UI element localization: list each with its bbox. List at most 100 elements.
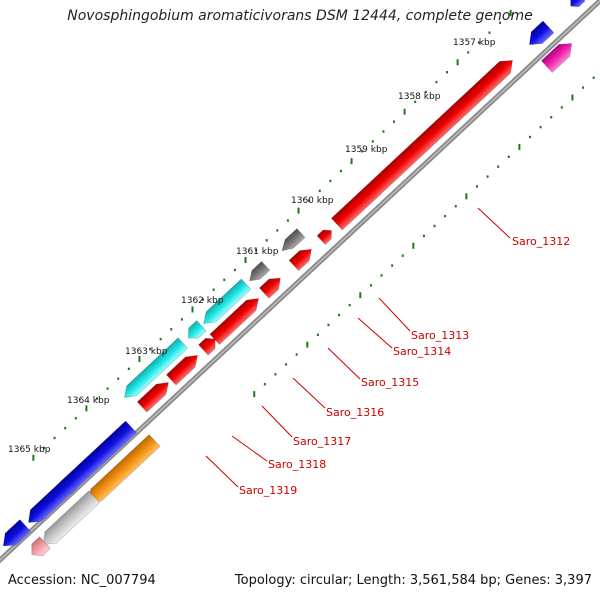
tick-dash	[359, 292, 362, 299]
outer-tick-track	[253, 76, 595, 398]
tick-dash	[85, 405, 88, 412]
gene-blue-edge-shape	[2, 519, 32, 547]
tick-label-1357: 1357 kbp	[453, 38, 496, 48]
tick-dot	[550, 116, 553, 119]
tick-dot	[380, 274, 383, 277]
tick-dot	[592, 76, 595, 79]
gene-label-saro_1318: Saro_1318	[268, 458, 326, 471]
connector-saro_1319	[205, 455, 239, 488]
connector-saro_1314	[357, 317, 393, 349]
tick-dot	[180, 318, 183, 321]
gene-label-saro_1319: Saro_1319	[239, 484, 297, 497]
gene-blue-corner	[570, 0, 586, 7]
tick-dot	[74, 417, 77, 420]
tick-label-1365: 1365 kbp	[8, 445, 51, 455]
topology-text: Topology: circular; Length: 3,561,584 bp…	[234, 573, 592, 588]
gene-red-d	[198, 337, 216, 356]
gene-red-e	[166, 354, 198, 386]
tick-dot	[424, 90, 427, 94]
tick-dot	[106, 387, 109, 390]
connector-saro_1317	[261, 405, 293, 438]
gene-label-saro_1312: Saro_1312	[512, 235, 570, 248]
tick-dot	[488, 31, 491, 34]
gene-cyan-b-shape	[187, 320, 207, 339]
tick-dot	[53, 436, 56, 440]
tick-label-1358: 1358 kbp	[398, 92, 441, 102]
tick-dot	[308, 199, 311, 202]
connector-saro_1318	[231, 435, 268, 462]
gene-saro-1314-shape	[281, 228, 306, 252]
tick-dot	[454, 205, 457, 208]
tick-dot	[339, 169, 342, 173]
tick-dash	[412, 242, 415, 249]
gene-blue-top-shape	[529, 20, 555, 45]
tick-dash	[571, 94, 574, 101]
tick-dot	[497, 165, 500, 168]
tick-dot	[414, 100, 417, 104]
tick-dot	[170, 328, 173, 331]
tick-dot	[286, 219, 289, 222]
tick-dot	[446, 70, 449, 74]
tick-dot	[117, 377, 120, 380]
tick-dot	[539, 125, 542, 129]
gene-features	[2, 0, 586, 557]
tick-dot	[560, 106, 563, 109]
tick-dash	[350, 158, 353, 165]
gene-gray-shape	[249, 261, 271, 282]
gene-red-f	[136, 382, 169, 413]
connector-saro_1315	[327, 347, 361, 380]
gene-cyan-a	[203, 278, 252, 325]
tick-dash	[191, 306, 194, 313]
tick-dot	[401, 254, 404, 257]
gene-red-b-shape	[259, 277, 281, 299]
tick-dot	[507, 155, 510, 158]
gene-red-a-shape	[288, 248, 312, 272]
tick-dot	[127, 367, 130, 371]
gene-blue-edge	[2, 519, 32, 547]
gene-red-c	[209, 298, 259, 345]
tick-marks	[32, 9, 595, 461]
tick-label-1360: 1360 kbp	[291, 196, 334, 206]
gene-cyan-b	[187, 320, 207, 339]
gene-red-e-shape	[166, 354, 198, 386]
genome-backbone	[0, 0, 600, 564]
tick-dot	[477, 41, 480, 44]
tick-dot	[255, 248, 258, 252]
tick-dot	[369, 284, 372, 287]
tick-dot	[42, 446, 45, 450]
tick-dot	[582, 86, 585, 89]
tick-dot	[486, 175, 489, 178]
accession-text: Accession: NC_007794	[8, 573, 156, 588]
gene-blue-top	[529, 20, 555, 45]
label-connectors	[205, 207, 511, 488]
tick-dot	[263, 383, 266, 386]
tick-dot	[529, 135, 532, 139]
tick-dash	[253, 391, 256, 398]
gene-label-saro_1313: Saro_1313	[411, 329, 469, 342]
labels: 1357 kbp 1358 kbp 1359 kbp 1360 kbp 1361 kbp…	[8, 38, 570, 497]
tick-dot	[149, 347, 152, 351]
gene-blue-low-shape	[28, 476, 77, 523]
gene-label-saro_1315: Saro_1315	[361, 376, 419, 389]
inner-tick-track	[32, 9, 512, 461]
tick-dot	[348, 303, 351, 307]
tick-dash	[509, 9, 512, 16]
tick-dot	[316, 333, 319, 336]
tick-dot	[371, 140, 374, 143]
tick-dot	[159, 337, 162, 341]
tick-dot	[212, 288, 215, 291]
tick-dot	[392, 120, 395, 123]
gene-saro-1312	[331, 60, 513, 231]
tick-dot	[274, 373, 277, 376]
tick-dot	[391, 264, 394, 267]
gene-pink-shape	[31, 536, 51, 557]
gene-label-saro_1317: Saro_1317	[293, 435, 351, 448]
tick-dash	[32, 454, 35, 461]
gene-gray	[249, 261, 271, 282]
tick-dot	[338, 313, 341, 317]
tick-label-1364: 1364 kbp	[67, 396, 110, 406]
connector-saro_1312	[477, 207, 511, 239]
tick-dot	[475, 185, 478, 188]
gene-red-f-shape	[136, 382, 169, 413]
tick-dot	[223, 278, 226, 282]
